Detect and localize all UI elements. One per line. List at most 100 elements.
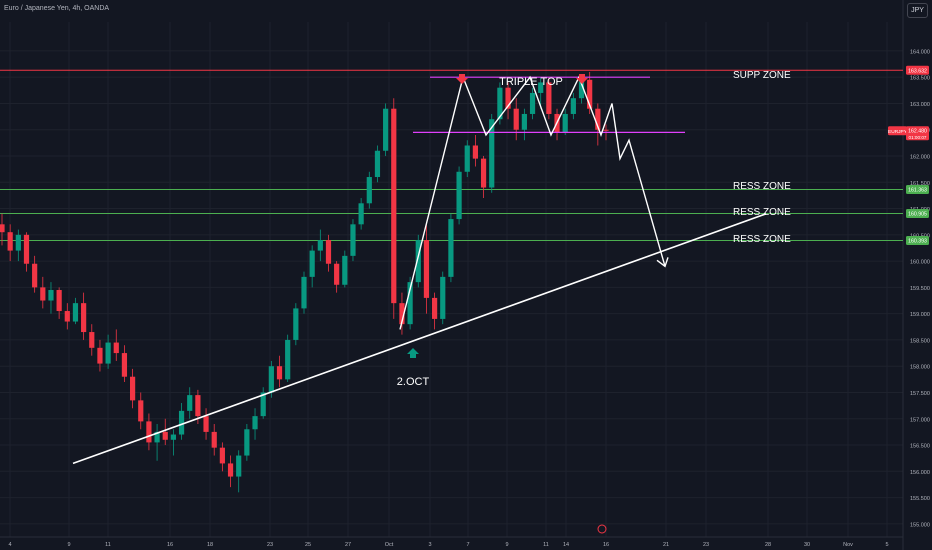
candle-body <box>72 303 79 322</box>
level-label: RESS ZONE <box>733 207 791 218</box>
candle-body <box>505 87 511 109</box>
y-tick-label: 156.000 <box>910 470 930 476</box>
x-tick-label: 23 <box>267 542 273 548</box>
candle <box>464 140 470 178</box>
x-tick-label: 25 <box>305 542 311 548</box>
candle-body <box>113 342 119 354</box>
candle-body <box>285 339 291 380</box>
candle-body <box>603 129 609 131</box>
candle-body <box>219 447 225 464</box>
up-arrow-icon <box>407 348 419 358</box>
candle <box>431 292 438 330</box>
candle-body <box>32 263 38 288</box>
price-tag-ress-3: 160.393 <box>906 235 929 245</box>
candle-body <box>578 79 585 99</box>
symbol-tag-bg <box>888 126 907 136</box>
candle <box>562 108 568 135</box>
currency-button[interactable]: JPY <box>907 3 928 18</box>
candle <box>129 368 136 409</box>
price-tag-ress-2: 160.905 <box>906 209 929 219</box>
y-tick-label: 159.000 <box>910 312 930 318</box>
candle <box>448 213 454 283</box>
candle <box>480 156 487 199</box>
candle <box>391 98 397 319</box>
candle-body <box>546 82 552 114</box>
candle-body <box>7 232 13 251</box>
candle-body <box>15 234 21 251</box>
event-icon <box>597 524 607 534</box>
candle <box>211 424 217 456</box>
candle-body <box>97 347 103 364</box>
candle <box>219 442 225 472</box>
candle-body <box>489 119 495 188</box>
candle <box>15 229 21 262</box>
candle <box>23 232 30 272</box>
candle-body <box>464 145 470 172</box>
price-tag-text: 160.905 <box>908 212 927 218</box>
candle-body <box>529 92 536 114</box>
candle <box>587 71 593 114</box>
y-tick-label: 163.500 <box>910 76 930 82</box>
y-tick-label: 164.000 <box>910 49 930 55</box>
candle <box>342 250 348 288</box>
x-tick-label: Nov <box>843 542 853 548</box>
candle <box>0 213 5 246</box>
candle <box>81 292 87 340</box>
candle-body <box>399 303 405 325</box>
candle <box>227 455 234 488</box>
candle-body <box>187 395 193 411</box>
candle-body <box>497 87 503 120</box>
current-price-text: 162.480 <box>908 129 927 135</box>
candle <box>285 334 291 382</box>
candle-body <box>227 463 234 477</box>
candle-body <box>350 224 356 256</box>
candle-body <box>472 145 479 159</box>
grid <box>0 22 903 537</box>
candle-body <box>334 263 340 285</box>
candle-body <box>154 431 160 443</box>
candle <box>399 292 405 335</box>
candle <box>317 229 323 262</box>
x-tick-label: 9 <box>67 542 70 548</box>
price-tag-text: 160.393 <box>908 239 927 245</box>
candle-body <box>23 234 30 264</box>
candle-body <box>383 108 389 151</box>
candle <box>7 224 13 262</box>
candle-body <box>562 113 568 133</box>
candle-body <box>211 431 217 448</box>
price-tag-text: 161.363 <box>908 188 927 194</box>
candle <box>309 245 315 288</box>
y-tick-label: 157.500 <box>910 391 930 397</box>
candle <box>97 339 103 372</box>
x-tick-label: Oct <box>385 542 394 548</box>
candle-body <box>195 395 201 417</box>
candle <box>456 166 462 225</box>
candle <box>56 287 62 319</box>
candle <box>113 329 119 361</box>
candle <box>32 255 38 293</box>
candle-body <box>276 366 283 380</box>
symbol-title: Euro / Japanese Yen, 4h, OANDA <box>4 5 110 12</box>
candle-body <box>138 400 144 422</box>
candle <box>178 402 185 440</box>
candle <box>407 276 413 330</box>
candle-body <box>260 392 266 417</box>
candle <box>513 98 519 141</box>
candle <box>595 103 601 146</box>
candle-body <box>570 98 576 114</box>
candle <box>358 198 364 230</box>
candle-body <box>317 240 323 251</box>
x-tick-label: 4 <box>8 542 11 548</box>
candle <box>170 429 177 456</box>
candle-body <box>391 108 397 304</box>
x-tick-label: 28 <box>765 542 771 548</box>
candle-body <box>587 79 593 109</box>
candle <box>72 297 79 325</box>
candle <box>538 77 544 109</box>
x-tick-label: 11 <box>105 542 111 548</box>
y-tick-label: 159.500 <box>910 286 930 292</box>
candle <box>260 387 266 419</box>
candle <box>236 450 242 493</box>
candle <box>48 282 54 314</box>
